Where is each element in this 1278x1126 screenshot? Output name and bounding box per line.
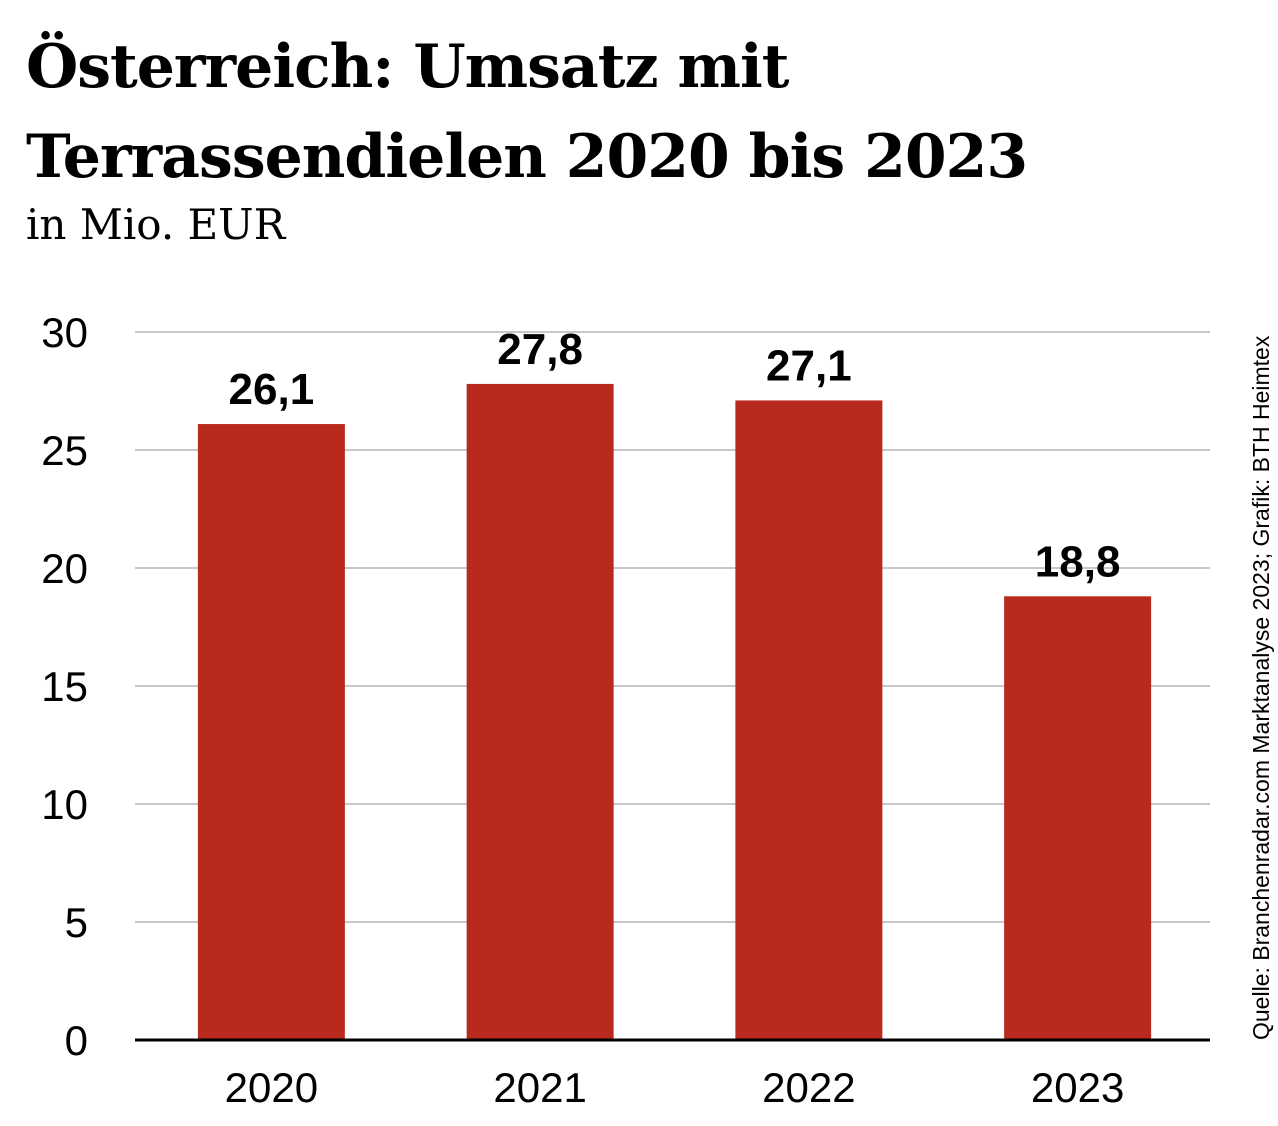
x-tick-label: 2021 — [493, 1064, 586, 1111]
bar-2020 — [197, 424, 345, 1040]
bar-2021 — [466, 383, 614, 1040]
x-tick-label: 2020 — [225, 1064, 318, 1111]
y-tick-label: 15 — [41, 663, 88, 710]
y-tick-label: 20 — [41, 545, 88, 592]
data-label: 26,1 — [229, 365, 315, 414]
chart-subtitle: in Mio. EUR — [26, 200, 286, 249]
bar-2023 — [1004, 596, 1152, 1040]
data-label: 18,8 — [1035, 537, 1121, 586]
data-label: 27,1 — [766, 341, 852, 390]
y-tick-label: 30 — [41, 309, 88, 356]
y-tick-label: 0 — [65, 1017, 88, 1064]
data-label: 27,8 — [497, 325, 583, 374]
bar-2022 — [735, 400, 883, 1040]
y-tick-label: 5 — [65, 899, 88, 946]
x-tick-label: 2023 — [1031, 1064, 1124, 1111]
y-tick-label: 25 — [41, 427, 88, 474]
title-line-2: Terrassendielen 2020 bis 2023 — [26, 122, 1028, 192]
x-tick-label: 2022 — [762, 1064, 855, 1111]
y-tick-label: 10 — [41, 781, 88, 828]
title-line-1: Österreich: Umsatz mit — [26, 32, 789, 102]
chart-title: Österreich: Umsatz mit Terrassendielen 2… — [26, 22, 1028, 202]
